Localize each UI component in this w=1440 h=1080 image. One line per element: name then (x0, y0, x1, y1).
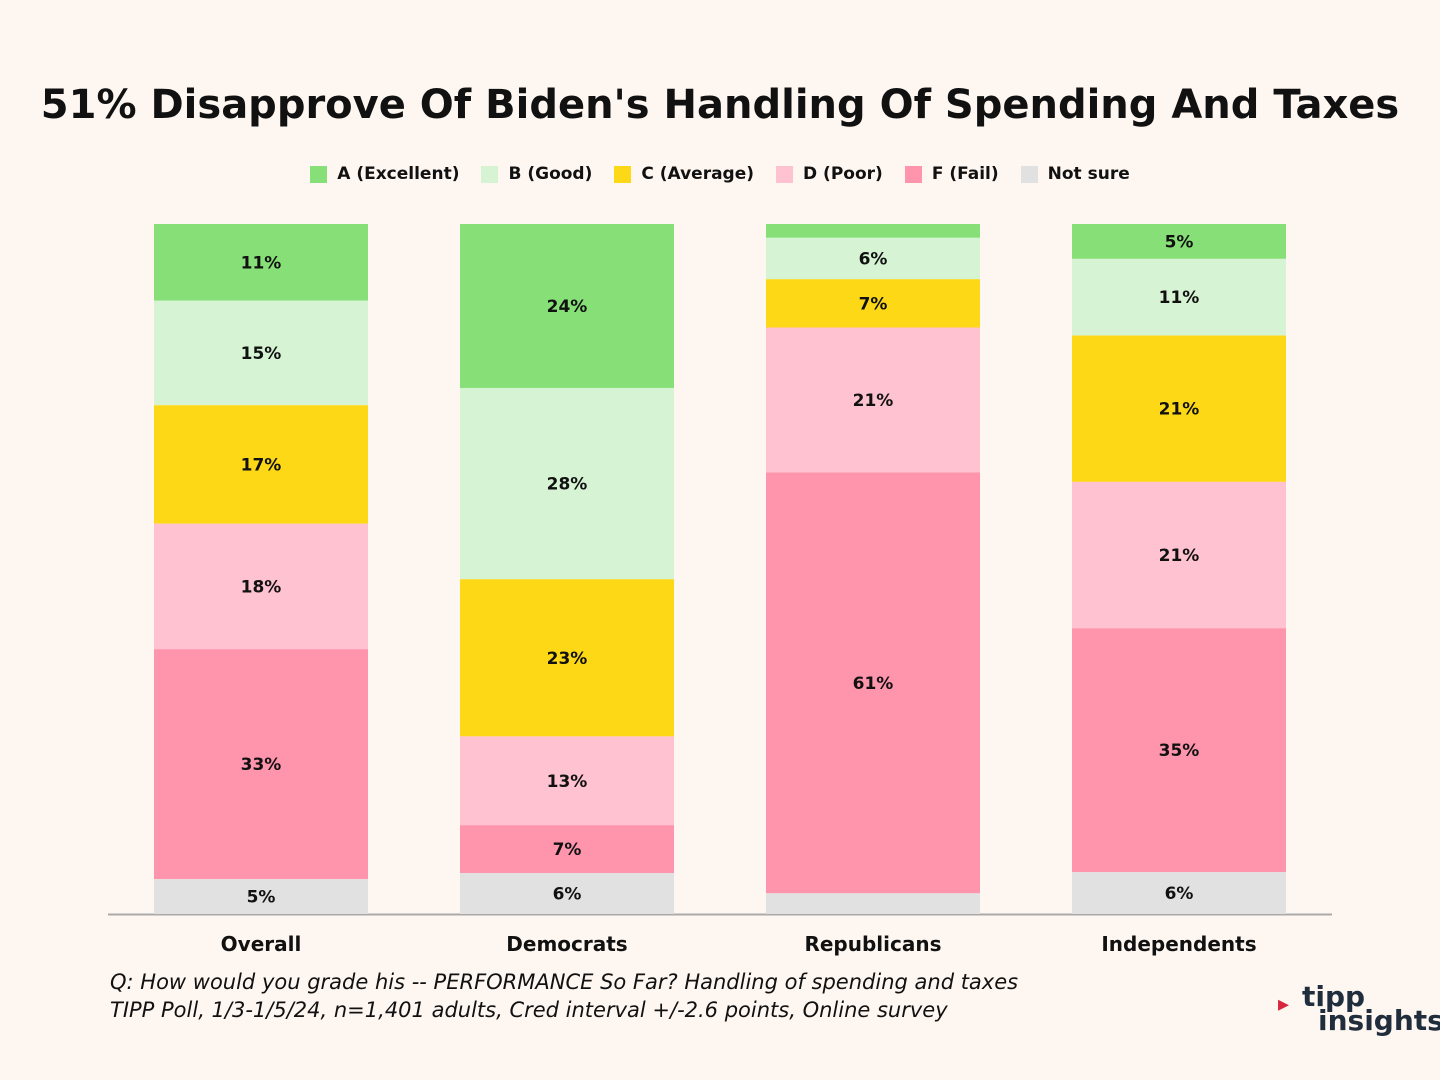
chart-title: 51% Disapprove Of Biden's Handling Of Sp… (40, 82, 1400, 128)
bar-segment (154, 300, 368, 406)
data-label: 7% (859, 294, 888, 314)
legend-item: Not sure (1020, 164, 1130, 184)
bar-segment (154, 224, 368, 301)
bar-segment (1072, 224, 1286, 259)
logo-text-insights: insights (1318, 1004, 1440, 1037)
bar-segment (460, 873, 674, 914)
bar-segment (766, 327, 980, 473)
data-label: 6% (1165, 884, 1194, 904)
data-label: 6% (553, 885, 582, 905)
data-label: 23% (547, 649, 588, 669)
bar-segment (460, 736, 674, 826)
data-label: 61% (853, 674, 894, 694)
data-label: 11% (241, 253, 282, 273)
data-label: 21% (1159, 400, 1200, 420)
bar-segment (766, 893, 980, 914)
legend-swatch (481, 165, 499, 183)
logo-arrow-icon: ▸ (1278, 992, 1290, 1017)
legend-item: D (Poor) (776, 164, 883, 184)
legend-label: D (Poor) (803, 164, 883, 184)
data-label: 28% (547, 475, 588, 495)
bar-segment (460, 825, 674, 874)
legend-item: F (Fail) (904, 164, 999, 184)
legend-label: Not sure (1047, 164, 1130, 184)
legend-swatch (614, 165, 632, 183)
legend-swatch (904, 165, 922, 183)
legend-swatch (310, 165, 328, 183)
data-label: 6% (859, 250, 888, 270)
footnote-question: Q: How would you grade his -- PERFORMANC… (110, 970, 1019, 994)
data-label: 24% (547, 297, 588, 317)
bar-segment (766, 472, 980, 894)
bar-segment (460, 579, 674, 737)
category-label: Republicans (804, 932, 941, 956)
category-label: Independents (1101, 932, 1256, 956)
data-label: 21% (853, 391, 894, 411)
data-label: 15% (241, 344, 282, 364)
bar-segment (1072, 872, 1286, 914)
data-label: 5% (247, 888, 276, 908)
chart-legend: A (Excellent) B (Good) C (Average) D (Poor)… (0, 164, 1440, 184)
legend-label: C (Average) (641, 164, 755, 184)
data-label: 17% (241, 455, 282, 475)
data-label: 13% (547, 772, 588, 792)
data-label: 11% (1159, 288, 1200, 308)
legend-item: A (Excellent) (310, 164, 459, 184)
data-label: 5% (1165, 232, 1194, 252)
legend-swatch (776, 165, 794, 183)
bar-segment (1072, 258, 1286, 336)
legend-item: C (Average) (614, 164, 754, 184)
legend-item: B (Good) (481, 164, 592, 184)
bar-segment (1072, 628, 1286, 873)
data-label: 35% (1159, 741, 1200, 761)
bar-segment (154, 879, 368, 914)
legend-label: F (Fail) (931, 164, 999, 184)
legend-swatch (1020, 165, 1038, 183)
bar-segment (154, 523, 368, 650)
legend-label: B (Good) (508, 164, 593, 184)
data-label: 7% (553, 840, 582, 860)
category-label: Democrats (506, 932, 627, 956)
bar-segment (460, 224, 674, 388)
bar-segment (766, 224, 980, 238)
legend-label: A (Excellent) (337, 164, 460, 184)
data-label: 21% (1159, 546, 1200, 566)
bar-segment (1072, 481, 1286, 629)
bar-segment (1072, 335, 1286, 482)
data-label: 18% (241, 577, 282, 597)
logo-text-tipp: tipp (1302, 980, 1366, 1013)
data-label: 33% (241, 755, 282, 775)
bar-segment (766, 237, 980, 280)
stacked-bar-chart: 11% 15% 17% 18% 33% 5% Overall 24% 28% 23% 13% 7% 6%… (108, 224, 1332, 956)
tipp-insights-logo: ▸ tipp insights (1278, 980, 1440, 1037)
bar-segment (766, 279, 980, 328)
bar-segment (154, 405, 368, 524)
bar-segment (460, 387, 674, 580)
category-label: Overall (221, 932, 302, 956)
bar-segment (154, 649, 368, 880)
footnote-source: TIPP Poll, 1/3-1/5/24, n=1,401 adults, C… (110, 998, 948, 1022)
